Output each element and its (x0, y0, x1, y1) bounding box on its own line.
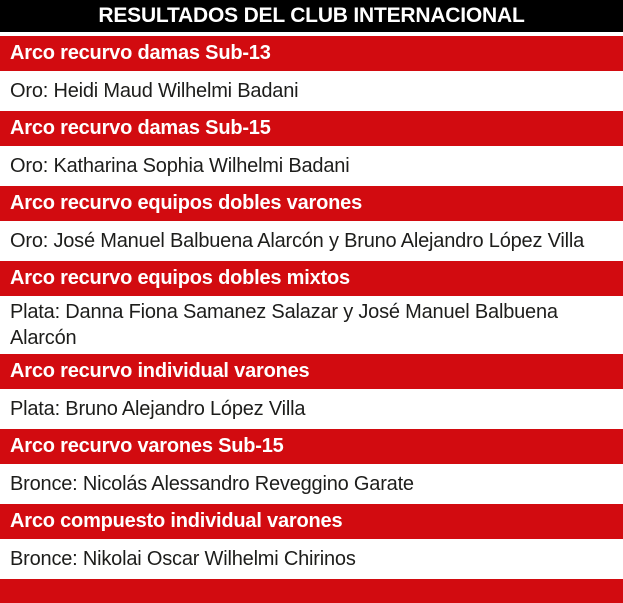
partial-category-bar (0, 579, 623, 603)
category-bar: Arco compuesto individual varones (0, 504, 623, 539)
category-bar: Arco recurvo varones Sub-15 (0, 429, 623, 464)
medal-result-row: Oro: José Manuel Balbuena Alarcón y Brun… (0, 221, 623, 261)
medal-result-row: Oro: Katharina Sophia Wilhelmi Badani (0, 146, 623, 186)
medal-result-row: Oro: Heidi Maud Wilhelmi Badani (0, 71, 623, 111)
category-bar: Arco recurvo equipos dobles mixtos (0, 261, 623, 296)
category-bar: Arco recurvo damas Sub-13 (0, 36, 623, 71)
category-bar: Arco recurvo individual varones (0, 354, 623, 389)
medal-result-row: Bronce: Nicolás Alessandro Reveggino Gar… (0, 464, 623, 504)
medal-result-row: Plata: Bruno Alejandro López Villa (0, 389, 623, 429)
medal-result-row: Bronce: Nikolai Oscar Wilhelmi Chirinos (0, 539, 623, 579)
board-title: RESULTADOS DEL CLUB INTERNACIONAL (0, 0, 623, 32)
medal-result-row: Plata: Danna Fiona Samanez Salazar y Jos… (0, 296, 623, 354)
category-bar: Arco recurvo equipos dobles varones (0, 186, 623, 221)
category-bar: Arco recurvo damas Sub-15 (0, 111, 623, 146)
